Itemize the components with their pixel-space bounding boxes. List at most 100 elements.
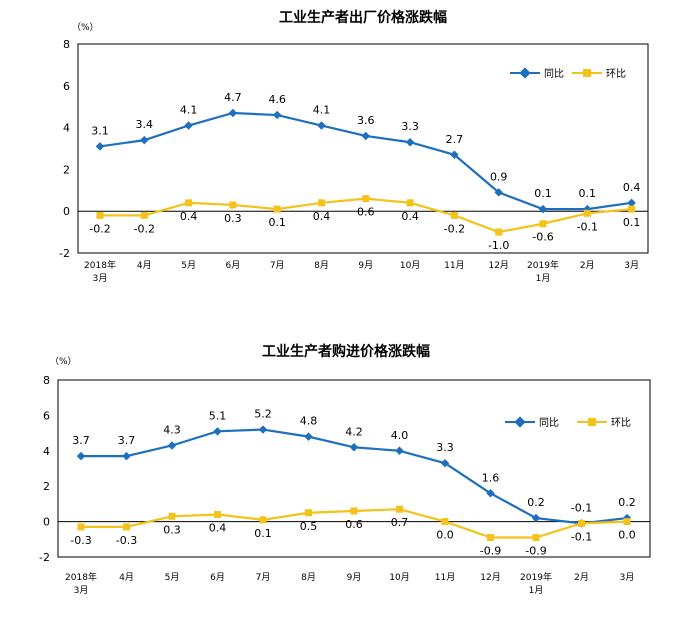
chart-2-data-label-yoy: 1.6 [482,471,500,484]
chart-1-data-label-yoy: 2.7 [446,133,464,146]
chart-2-data-label-yoy: 5.2 [254,408,272,421]
chart-1-point-yoy [184,121,193,130]
chart-1-data-label-mom: -0.2 [89,222,110,235]
chart-2-data-label-mom: 0.0 [618,529,636,542]
chart-1-data-label-mom: -0.2 [444,222,465,235]
chart-2-data-label-yoy: 4.8 [300,415,318,428]
chart-2-xtick-label: 5月 [165,572,180,583]
chart-2-data-label-mom: 0.7 [391,516,409,529]
chart-1-xtick-label: 2019年 1月 [527,259,559,284]
chart-1-marks: 8 6 4 2 0 -2 2018年 3月 4月 5月 6月 7月 8月 9月 10月 11月 12月 2019年… [59,38,648,284]
chart-1-xtick-label: 12月 [488,260,508,271]
chart-2-data-label-mom: 0.5 [300,520,318,533]
chart-1-data-label-yoy: 3.4 [136,118,154,131]
chart-2-point-mom [77,523,85,531]
chart-2-data-label-mom: -0.1 [571,530,592,543]
chart-2-ytick-label: 4 [43,445,50,458]
chart-2-point-yoy [440,458,450,468]
chart-2-point-yoy [395,446,404,456]
chart-1-unit: （%） [72,22,99,33]
chart-2-data-label-mom: -0.3 [116,534,137,547]
chart-1-xtick-line: 2018年 [84,259,116,271]
chart-1-point-yoy [450,150,459,160]
chart-2-point-mom [305,509,312,517]
chart-1-legend-label-0: 同比 [544,68,564,80]
chart-2-ytick-label: 2 [43,480,50,493]
chart-2-ytick-label: 8 [43,374,50,387]
chart-1-xtick-line: 9月 [358,260,373,271]
chart-1-data-label-yoy: 0.9 [490,170,508,183]
chart-2-data-label-mom: 0.1 [254,527,272,540]
chart-2-data-label-mom: 0.3 [163,523,181,536]
chart-1-title: 工业生产者出厂价格涨跌幅 [279,9,447,26]
chart-2-data-label-yoy: 4.2 [345,425,363,438]
chart-1-ytick-label: -2 [59,247,70,260]
chart-2-xtick-line: 9月 [347,572,362,583]
chart-1-point-yoy [405,137,415,147]
chart-1-ytick-label: 6 [63,80,70,93]
chart-1-xtick-line: 3月 [93,273,108,284]
chart-2-legend: 同比 环比 [505,416,631,429]
chart-1-data-label-mom: 0.1 [268,216,286,229]
chart-1-ytick-label: 0 [63,205,70,218]
chart-2-data-label-yoy: 3.7 [72,434,90,447]
chart-1-data-label-mom: -0.2 [134,222,155,235]
chart-1-data-label-yoy: 0.1 [579,187,597,200]
chart-2-title: 工业生产者购进价格涨跌幅 [262,343,430,360]
chart-2-xtick-line: 1月 [529,585,544,596]
chart-2-marks: 8 6 4 2 0 -2 2018年 3月 4月 5月 6月 7月 8月 9月 10月 11月 12月 2019年… [39,374,650,596]
chart-1-xtick-label: 10月 [400,260,420,271]
chart-2-xtick-label: 3月 [620,572,635,583]
chart-1-data-label-yoy: 4.6 [268,93,286,106]
chart-1-point-mom [362,195,370,203]
chart-1-point-yoy [494,188,503,197]
chart-1-point-mom [628,205,636,213]
chart-1-point-mom [140,211,148,219]
chart-2-point-yoy [167,441,177,450]
chart-2-xtick-label: 12月 [480,572,500,583]
chart-2-xtick-label: 11月 [435,572,455,583]
chart-2-data-label-yoy: 4.3 [163,423,181,436]
chart-2-xtick-label: 6月 [210,572,225,583]
chart-2-xtick-line: 3月 [74,585,89,596]
chart-1: 工业生产者出厂价格涨跌幅 （%） 同比 环比 8 6 4 2 0 -2 2018年 3月 4月 5… [59,9,649,284]
chart-2-point-yoy [531,513,541,523]
chart-1-data-label-yoy: 0.1 [534,187,552,200]
chart-2-point-yoy [122,451,131,461]
chart-2-point-mom [350,507,358,515]
chart-1-legend-label-1: 环比 [606,68,626,80]
chart-2-data-label-mom: -0.3 [70,534,91,547]
chart-2-xtick-line: 7月 [256,572,271,583]
chart-2-point-mom [259,516,267,524]
chart-1-point-yoy [272,110,282,120]
chart-1-xtick-line: 2月 [580,260,595,271]
chart-2-point-mom [532,534,540,542]
chart-1-data-label-yoy: 4.7 [224,91,242,104]
chart-2-xtick-line: 12月 [480,572,500,583]
chart-2-point-yoy [76,451,86,461]
chart-2-point-mom [168,512,176,520]
chart-1-data-label-mom: 0.6 [357,206,375,219]
chart-1-xtick-line: 2019年 [527,259,559,271]
chart-2-data-label-yoy: 0.2 [618,496,636,509]
chart-1-data-label-yoy: 4.1 [180,104,198,117]
chart-1-ytick-label: 4 [63,122,70,135]
chart-1-data-label-mom: 0.1 [623,216,641,229]
chart-2-legend-marker-1 [588,418,596,426]
chart-1-xtick-line: 3月 [624,260,639,271]
chart-1-point-yoy [538,204,548,214]
chart-1-xtick-label: 3月 [624,260,639,271]
chart-1-data-label-yoy: 3.6 [357,114,375,127]
chart-1-point-yoy [361,131,371,141]
chart-1-xtick-line: 10月 [400,260,420,271]
chart-2-point-yoy [213,427,222,436]
chart-2-point-mom [578,519,585,527]
chart-2-xtick-line: 6月 [210,572,225,583]
chart-1-data-label-mom: 0.3 [224,212,242,225]
chart-1-xtick-label: 2月 [580,260,595,271]
chart-1-legend-marker-1 [583,69,591,77]
chart-2-xtick-label: 7月 [256,572,271,583]
chart-1-xtick-line: 1月 [536,273,551,284]
chart-1-data-label-mom: 0.4 [401,210,419,223]
